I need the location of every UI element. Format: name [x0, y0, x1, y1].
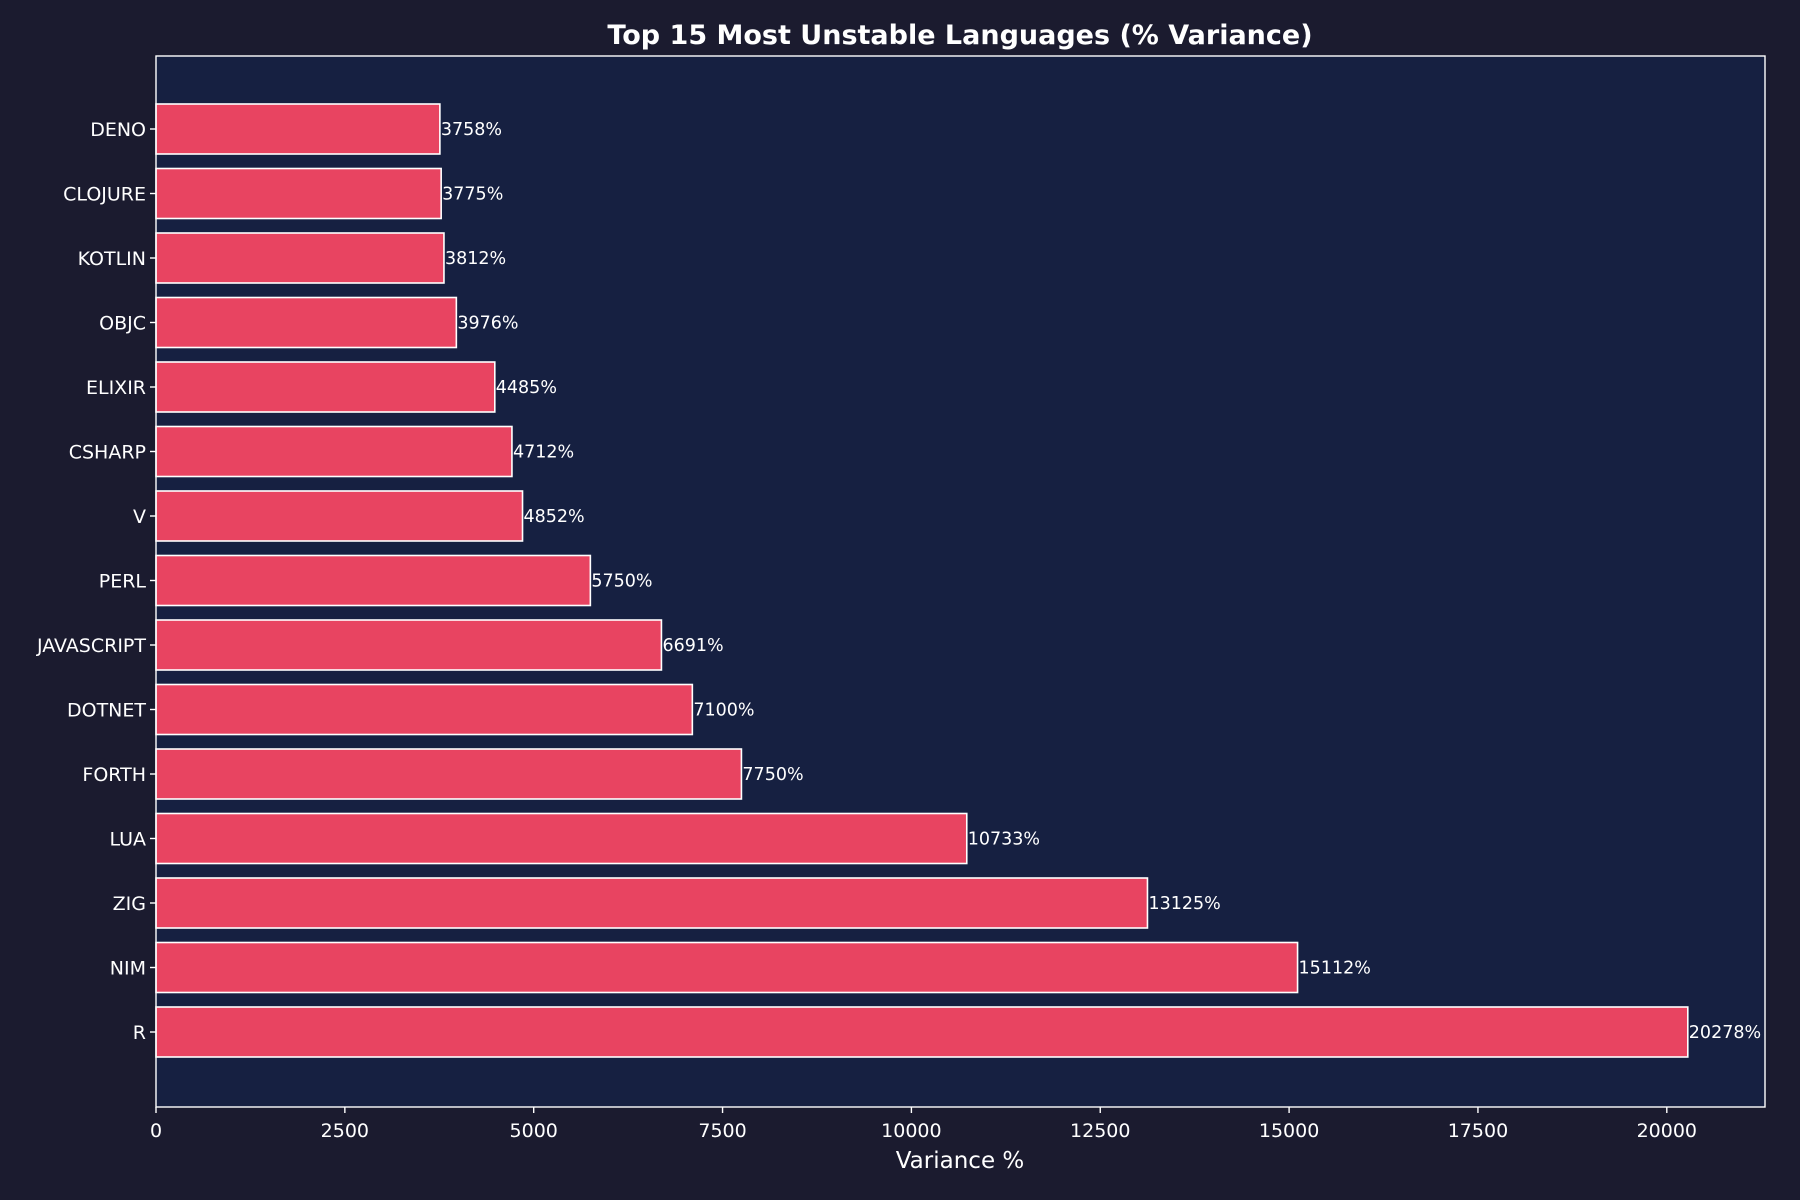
bar-nim	[155, 941, 1299, 994]
data-label-r: 20278%	[1689, 1023, 1761, 1043]
x-tick-label-2500: 2500	[321, 1120, 369, 1142]
y-tick-label-objc: OBJC	[99, 313, 146, 335]
bar-v	[155, 490, 524, 542]
data-label-csharp: 4712%	[513, 443, 574, 463]
bars-group	[155, 103, 1689, 1058]
data-label-zig: 13125%	[1148, 894, 1220, 914]
y-tick-label-deno: DENO	[90, 119, 146, 141]
y-tick-label-elixir: ELIXIR	[86, 377, 146, 399]
x-tick-label-5000: 5000	[510, 1120, 558, 1142]
data-label-lua: 10733%	[968, 830, 1040, 850]
chart-title: Top 15 Most Unstable Languages (% Varian…	[607, 20, 1312, 51]
bar-r	[155, 1006, 1689, 1058]
x-tick-label-17500: 17500	[1448, 1120, 1508, 1142]
data-label-objc: 3976%	[457, 314, 518, 334]
data-label-dotnet: 7100%	[693, 701, 754, 721]
data-label-perl: 5750%	[591, 572, 652, 592]
data-label-kotlin: 3812%	[445, 249, 506, 269]
bar-deno	[155, 103, 441, 155]
data-label-forth: 7750%	[742, 765, 803, 785]
data-label-deno: 3758%	[441, 120, 502, 140]
bar-zig	[155, 877, 1149, 929]
y-tick-label-perl: PERL	[99, 571, 147, 593]
y-tick-label-csharp: CSHARP	[69, 442, 146, 464]
x-tick-label-12500: 12500	[1070, 1120, 1130, 1142]
data-label-v: 4852%	[524, 507, 585, 527]
y-tick-label-forth: FORTH	[82, 764, 146, 786]
bar-lua	[155, 812, 968, 865]
y-tick-label-javascript: JAVASCRIPT	[36, 635, 146, 657]
y-tick-label-zig: ZIG	[113, 893, 146, 915]
y-tick-label-v: V	[133, 506, 146, 528]
bar-clojure	[155, 167, 442, 220]
y-tick-label-lua: LUA	[109, 829, 146, 851]
x-tick-label-15000: 15000	[1259, 1120, 1319, 1142]
y-tick-label-r: R	[133, 1022, 146, 1044]
bar-kotlin	[155, 232, 445, 284]
bar-csharp	[155, 425, 513, 478]
bar-elixir	[155, 361, 496, 413]
data-label-javascript: 6691%	[662, 636, 723, 656]
x-axis-label: Variance %	[896, 1148, 1025, 1174]
data-labels-group: 20278% 15112% 13125% 10733% 7750% 7100% 6691% 5…	[441, 120, 1761, 1043]
y-tick-label-kotlin: KOTLIN	[78, 248, 146, 270]
bar-objc	[155, 296, 458, 349]
x-axis-ticks: 0 2500 5000 7500 10000 12500 15000 17500 20000	[150, 1107, 1697, 1142]
y-tick-label-dotnet: DOTNET	[67, 700, 146, 722]
y-tick-label-nim: NIM	[110, 958, 146, 980]
x-tick-label-20000: 20000	[1637, 1120, 1697, 1142]
y-axis-ticks: R NIM ZIG LUA FORTH DOTNET JAVASCRIPT PERL V CSHA…	[36, 119, 156, 1044]
plot-frame	[155, 55, 1766, 1108]
data-label-nim: 15112%	[1299, 959, 1371, 979]
x-tick-label-0: 0	[150, 1120, 162, 1142]
x-tick-label-10000: 10000	[881, 1120, 941, 1142]
x-tick-label-7500: 7500	[698, 1120, 746, 1142]
data-label-clojure: 3775%	[442, 185, 503, 205]
bar-perl	[155, 554, 592, 607]
bar-javascript	[155, 619, 663, 671]
y-tick-label-clojure: CLOJURE	[63, 184, 146, 206]
data-label-elixir: 4485%	[496, 378, 557, 398]
bar-dotnet	[155, 683, 694, 736]
bar-forth	[155, 748, 743, 800]
